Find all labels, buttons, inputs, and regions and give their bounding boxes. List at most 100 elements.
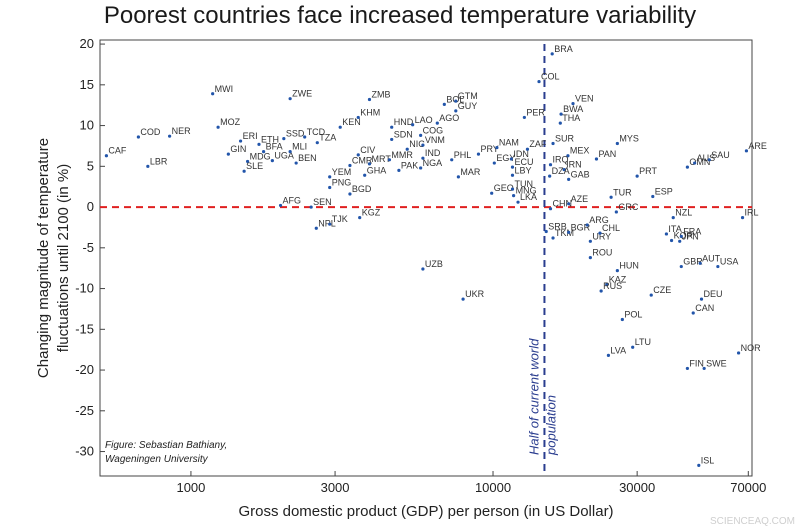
y-tick-label: 10 [80,118,94,133]
data-point [606,353,611,357]
data-point [390,125,394,129]
data-point [328,185,332,190]
point-label: ESP [655,186,673,196]
data-point [685,165,689,169]
point-label: MYS [619,133,639,143]
point-label: GBR [683,257,703,267]
y-axis-label-line-1: Changing magnitude of temperature [35,138,52,378]
data-point [367,97,372,102]
data-point [390,137,394,142]
data-point [314,226,318,230]
data-point [442,102,446,106]
x-axis-label: Gross domestic product (GDP) per person … [238,503,613,520]
point-label: PAN [598,149,616,159]
data-point [476,152,481,156]
point-label: MAR [460,167,481,177]
point-label: UKR [465,289,485,299]
data-point [245,159,250,164]
x-tick-label: 3000 [321,480,350,495]
point-label: SLE [246,161,263,171]
data-point [559,112,563,116]
point-label: MWI [215,84,234,94]
point-label: KEN [342,117,361,127]
point-label: PER [526,107,545,117]
point-label: USA [720,257,739,267]
data-point [567,230,571,234]
data-point [605,282,609,287]
median-population-label: Half of current world population [526,338,558,456]
data-point [522,115,526,120]
data-point [699,297,704,301]
point-label: DEU [704,289,723,299]
point-label: HND [394,117,414,127]
y-tick-label: -25 [75,403,94,418]
point-label: LTU [635,337,651,347]
point-label: IRQ [553,155,569,165]
data-point [567,202,571,206]
point-label: MMR [391,150,413,160]
data-point [367,162,372,166]
point-label: BOL [446,94,464,104]
point-label: GEO [494,183,514,193]
point-label: NOR [741,343,762,353]
data-point [635,174,639,178]
data-point [702,366,706,371]
point-label: COL [541,72,560,82]
point-label: ARE [748,141,767,151]
point-label: MDG [250,151,271,161]
point-label: KAZ [609,274,627,284]
point-label: FIN [689,358,704,368]
y-tick-label: 20 [80,36,94,51]
data-point [716,264,720,269]
data-point [309,205,313,209]
data-point [490,191,494,195]
point-label: JPN [682,231,699,241]
data-point [358,216,362,220]
point-label: SRB [548,222,567,232]
point-label: KHM [360,107,380,117]
point-label: BFA [266,142,283,152]
point-label: GIN [230,144,246,154]
y-tick-label: -10 [75,281,94,296]
figure-credit-line-2: Wageningen University [105,454,209,465]
data-point [136,135,140,139]
data-point [211,92,215,96]
data-point [599,289,603,293]
point-label: NGA [423,158,443,168]
data-point [288,150,292,154]
point-label: NAM [499,138,519,148]
data-point [278,203,283,208]
data-point [510,173,515,177]
data-point [356,153,360,157]
point-label: ROU [592,248,612,258]
point-label: TKM [555,228,574,238]
data-point [516,200,520,204]
data-point [598,231,602,235]
data-point [421,267,425,271]
point-label: CMR [352,156,373,166]
data-point [594,157,599,161]
data-point [510,187,515,191]
point-label: DZA [552,166,570,176]
point-label: BGD [352,184,372,194]
plot-area [99,39,753,477]
data-point [456,175,460,179]
data-point [363,173,367,177]
data-point [679,234,683,239]
data-point [104,154,109,158]
data-point [548,163,553,167]
y-tick-label: -15 [75,321,94,336]
data-point [691,311,695,315]
point-label: CIV [360,145,375,155]
data-point [348,163,352,168]
point-label: CHL [602,223,620,233]
data-point [548,174,552,178]
data-point [216,125,220,129]
data-point [548,207,553,211]
point-label: GTM [458,91,478,101]
point-label: PHL [454,150,472,160]
point-label: VNM [425,135,445,145]
data-point [419,133,423,137]
data-point [510,165,515,169]
point-label: GUY [458,101,478,111]
